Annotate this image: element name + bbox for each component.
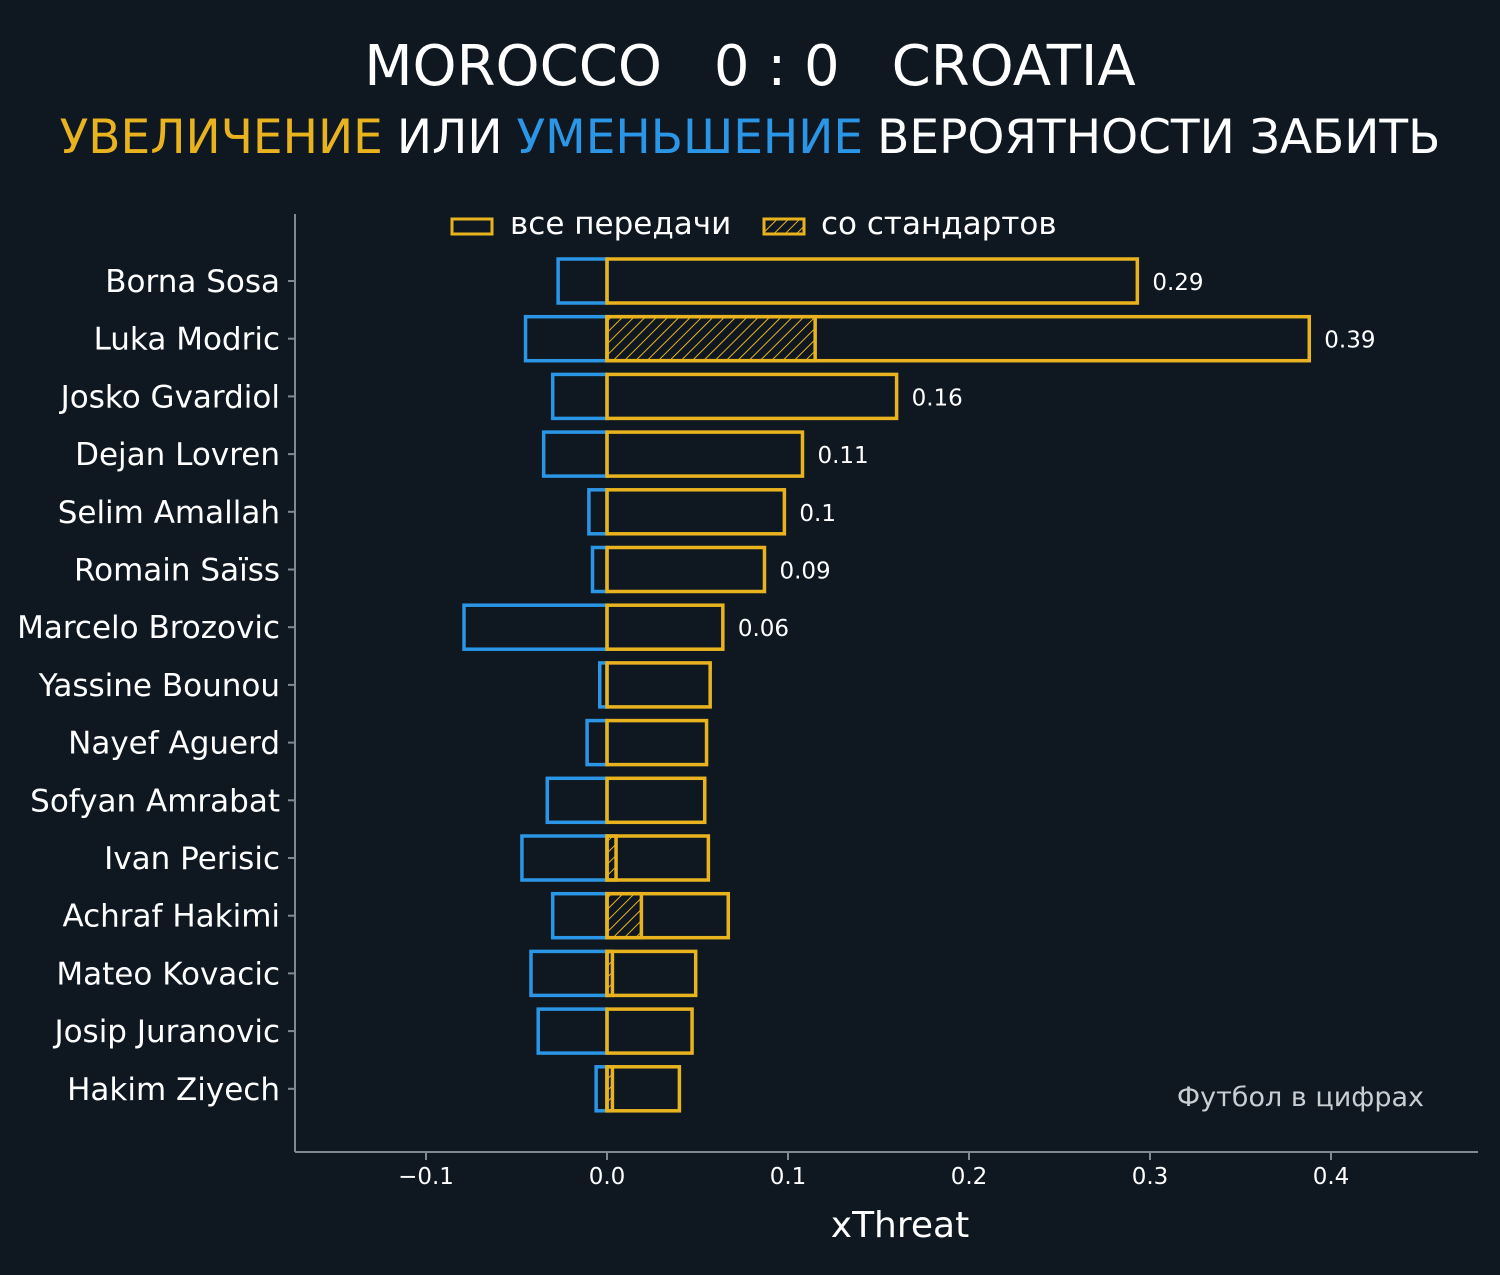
watermark: Футбол в цифрах: [1177, 1082, 1424, 1113]
increase-bar: [605, 257, 1140, 305]
set-piece-bar: [605, 891, 644, 940]
player-label: Ivan Perisic: [104, 841, 280, 877]
decrease-bar: [556, 257, 609, 305]
player-label: Borna Sosa: [105, 264, 280, 300]
increase-bar: [605, 545, 767, 594]
value-label: 0.09: [779, 559, 830, 585]
x-tick-label: 0.3: [1132, 1164, 1169, 1190]
decrease-bar: [545, 776, 609, 825]
legend: все передачи со стандартов: [450, 206, 1057, 242]
decrease-bar: [541, 430, 609, 478]
value-label: 0.11: [817, 443, 868, 469]
legend-outline-swatch: [450, 217, 494, 236]
player-label: Yassine Bounou: [38, 668, 280, 704]
decrease-bar: [590, 545, 609, 594]
match-score: 0 : 0: [714, 34, 840, 99]
decrease-bar: [536, 1007, 609, 1055]
player-label: Selim Amallah: [58, 495, 280, 531]
decrease-bar: [523, 314, 609, 363]
x-tick-label: −0.1: [398, 1164, 454, 1190]
x-tick-label: 0.2: [951, 1164, 988, 1190]
increase-bar: [605, 891, 731, 940]
decrease-bar: [520, 834, 609, 882]
value-label: 0.1: [799, 501, 836, 527]
player-label: Hakim Ziyech: [67, 1072, 280, 1108]
player-label: Josko Gvardiol: [59, 379, 280, 415]
x-tick-label: 0.1: [770, 1164, 807, 1190]
increase-bar: [605, 776, 707, 825]
increase-bar: [605, 603, 725, 651]
x-axis-label: xThreat: [831, 1205, 969, 1246]
decrease-bar: [550, 372, 609, 421]
increase-bar: [605, 834, 711, 882]
team-away: CROATIA: [892, 34, 1136, 99]
decrease-bar: [585, 718, 609, 767]
decrease-bar: [529, 949, 609, 998]
bars: [462, 257, 1312, 1113]
increase-bar: [605, 1065, 682, 1113]
set-piece-bar: [605, 314, 817, 363]
x-tick-label: 0.4: [1313, 1164, 1350, 1190]
legend-label-all-passes: все передачи: [510, 206, 731, 242]
player-label: Luka Modric: [94, 322, 280, 358]
subtitle-rest: ВЕРОЯТНОСТИ ЗАБИТЬ: [877, 110, 1440, 165]
increase-bar: [605, 718, 709, 767]
x-axis-ticks: −0.1 0.0 0.1 0.2 0.3 0.4: [398, 1152, 1349, 1190]
legend-label-set-pieces: со стандартов: [821, 206, 1057, 242]
team-home: MOROCCO: [364, 34, 662, 99]
chart-subtitle: УВЕЛИЧЕНИЕ ИЛИ УМЕНЬШЕНИЕ ВЕРОЯТНОСТИ ЗАБИТ…: [60, 110, 1441, 165]
player-label: Achraf Hakimi: [62, 899, 280, 935]
x-tick-label: 0.0: [589, 1164, 626, 1190]
increase-bar: [605, 488, 787, 536]
player-label: Nayef Aguerd: [68, 726, 280, 762]
value-label: 0.16: [912, 385, 963, 411]
player-label: Marcelo Brozovic: [17, 610, 280, 646]
increase-bar: [605, 430, 805, 478]
subtitle-or: ИЛИ: [397, 110, 503, 165]
increase-bar: [605, 949, 698, 998]
y-axis-labels: Borna Sosa Luka Modric Josko Gvardiol Dejan…: [17, 264, 295, 1108]
decrease-bar: [550, 891, 609, 940]
increase-bar: [605, 1007, 694, 1055]
match-title: MOROCCO 0 : 0 CROATIA: [364, 34, 1136, 99]
player-label: Romain Saïss: [74, 553, 280, 589]
decrease-bar: [587, 488, 609, 536]
increase-bar: [605, 372, 899, 421]
value-label: 0.06: [738, 616, 789, 642]
player-label: Mateo Kovacic: [56, 956, 280, 992]
subtitle-decrease: УМЕНЬШЕНИЕ: [517, 110, 864, 165]
value-labels: 0.29 0.39 0.16 0.11 0.1 0.09 0.06: [738, 270, 1376, 642]
legend-hatched-swatch: [762, 217, 806, 236]
subtitle-increase: УВЕЛИЧЕНИЕ: [60, 110, 383, 165]
decrease-bar: [462, 603, 609, 651]
player-label: Dejan Lovren: [75, 437, 280, 473]
increase-bar: [605, 314, 1312, 363]
player-label: Sofyan Amrabat: [30, 783, 280, 819]
player-label: Josip Juranovic: [52, 1014, 280, 1050]
increase-bar: [605, 661, 712, 709]
value-label: 0.29: [1152, 270, 1203, 296]
value-label: 0.39: [1324, 328, 1375, 354]
